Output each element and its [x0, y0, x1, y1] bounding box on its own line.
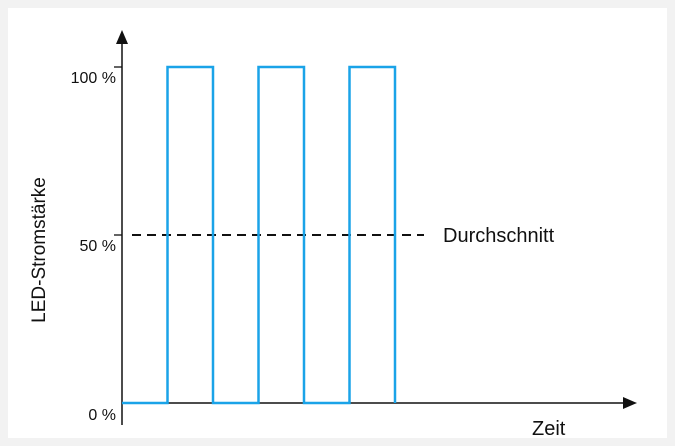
y-ticks: 0 % 50 % 100 %	[71, 66, 122, 424]
average-reference-label: Durchschnitt	[443, 225, 555, 247]
x-axis-label: Zeit	[532, 418, 566, 440]
y-tick-label: 0 %	[88, 407, 116, 424]
y-axis-arrow-icon	[116, 30, 128, 44]
axes	[116, 30, 637, 425]
led-current-series-line	[122, 65, 397, 405]
series-group	[122, 65, 397, 405]
y-tick-label: 100 %	[71, 70, 116, 87]
y-axis-label: LED-Stromstärke	[29, 177, 50, 323]
y-tick-label: 50 %	[80, 238, 116, 255]
x-axis-arrow-icon	[623, 397, 637, 409]
chart-panel	[8, 8, 667, 438]
